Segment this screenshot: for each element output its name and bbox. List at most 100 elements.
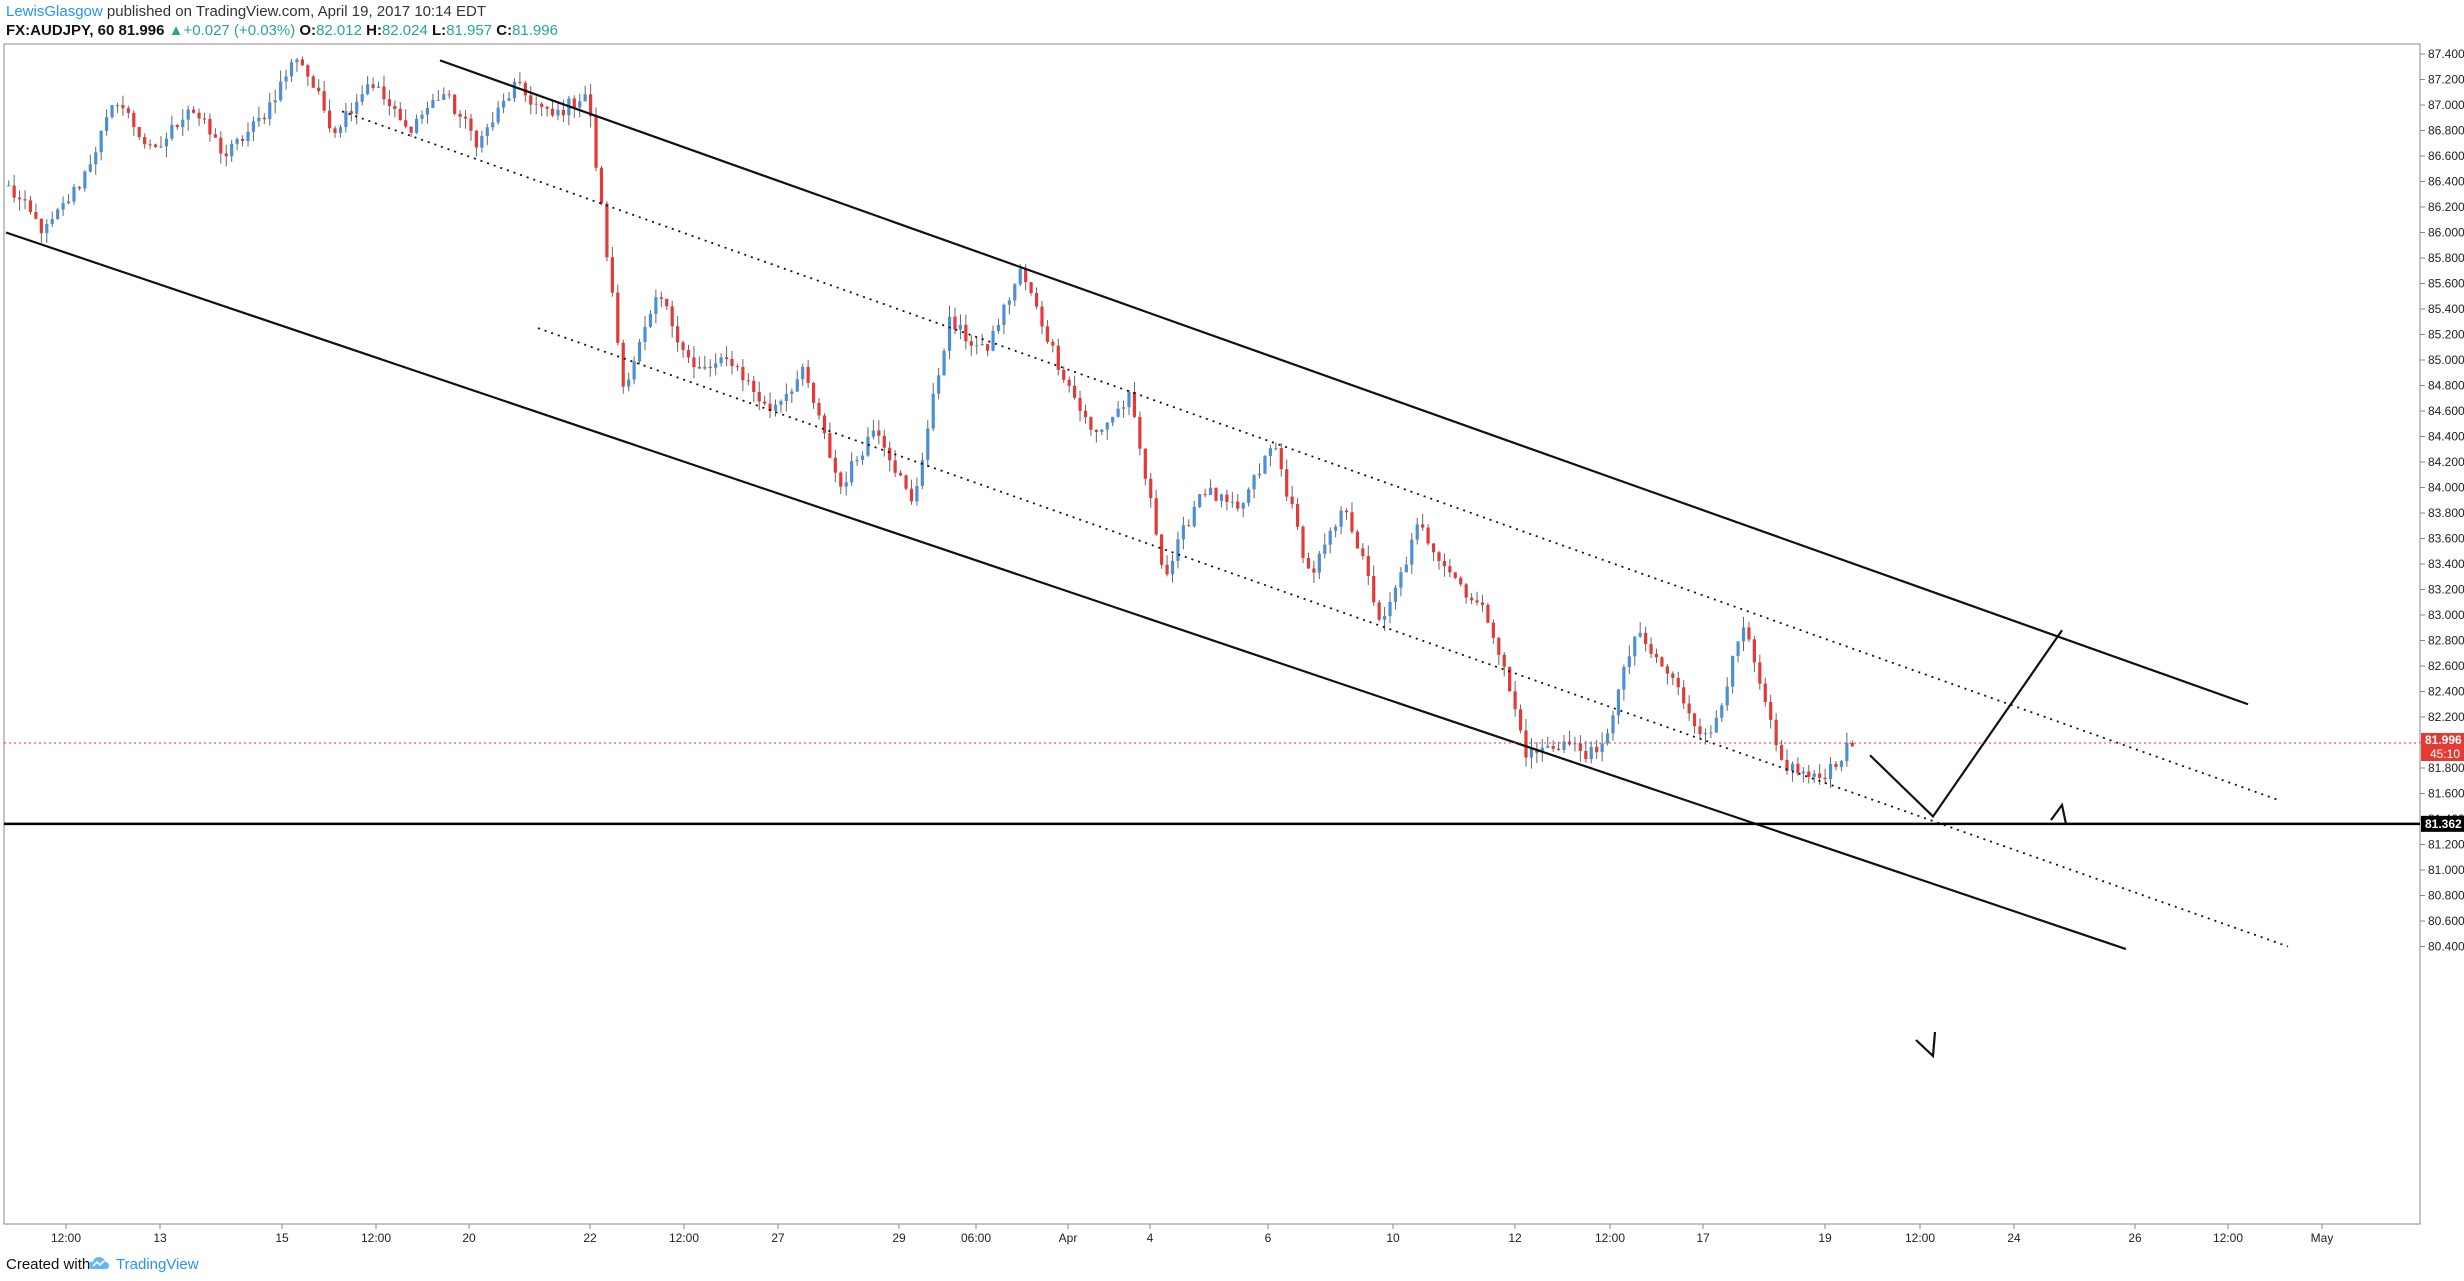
x-tick-label: 17 bbox=[1696, 1231, 1710, 1245]
y-tick-label: 84.400 bbox=[2428, 430, 2464, 444]
candle-body bbox=[871, 430, 875, 437]
candle-body bbox=[654, 297, 658, 314]
high-value: 82.024 bbox=[381, 22, 428, 39]
x-tick-label: 12:00 bbox=[669, 1231, 699, 1245]
open-value: 82.012 bbox=[316, 22, 362, 39]
candle-body bbox=[289, 62, 294, 77]
x-tick-label: 12:00 bbox=[51, 1231, 81, 1245]
candle-body bbox=[409, 126, 413, 133]
candle-body bbox=[850, 461, 854, 483]
candle-body bbox=[17, 197, 22, 200]
y-tick-label: 82.600 bbox=[2428, 659, 2464, 673]
candle-body bbox=[1785, 759, 1789, 771]
candle-body bbox=[1181, 525, 1185, 540]
candle-body bbox=[1083, 410, 1088, 418]
candle-body bbox=[1470, 597, 1474, 601]
y-tick-label: 82.800 bbox=[2428, 634, 2464, 648]
candle-body bbox=[453, 94, 457, 114]
candle-body bbox=[1850, 742, 1854, 747]
candle-body bbox=[1143, 448, 1147, 479]
candle-body bbox=[942, 350, 946, 376]
candle-body bbox=[1089, 417, 1093, 430]
candle-body bbox=[926, 428, 930, 461]
candle-body bbox=[1828, 763, 1833, 780]
candle-body bbox=[1138, 416, 1142, 449]
x-axis: 12:00 13 15 12:00 20 22 12:00 27 29 06:00 Apr 4 6 10 1… bbox=[51, 1224, 2333, 1245]
candle-body bbox=[1518, 709, 1523, 731]
candle-body bbox=[1437, 552, 1441, 561]
chart-frame bbox=[3, 43, 2421, 1225]
x-tick-label: 12:00 bbox=[2213, 1231, 2243, 1245]
candle-body bbox=[1377, 602, 1381, 620]
candle-body bbox=[681, 342, 685, 351]
x-tick-label: 19 bbox=[1818, 1231, 1832, 1245]
candle-body bbox=[279, 81, 283, 101]
candle-body bbox=[1513, 691, 1517, 710]
candle-body bbox=[56, 209, 60, 219]
candle-body bbox=[1497, 637, 1501, 655]
candle-body bbox=[235, 138, 239, 144]
candle-body bbox=[1024, 268, 1028, 283]
candle-body bbox=[1758, 662, 1762, 684]
candle-body bbox=[768, 403, 772, 411]
candle-body bbox=[1056, 345, 1060, 370]
candle-body bbox=[969, 341, 973, 346]
author-link[interactable]: LewisGlasgow bbox=[6, 3, 103, 20]
candle-body bbox=[1622, 666, 1626, 690]
candle-body bbox=[1382, 615, 1387, 620]
candle-body bbox=[1540, 747, 1544, 753]
candle-body bbox=[670, 306, 674, 327]
candle-body bbox=[1154, 498, 1158, 535]
candle-body bbox=[50, 218, 54, 224]
candle-body bbox=[1801, 771, 1805, 774]
candle-body bbox=[1644, 632, 1648, 645]
candle-body bbox=[904, 475, 908, 489]
candle-body bbox=[496, 107, 500, 123]
candle-body bbox=[1247, 489, 1251, 503]
chart-header: LewisGlasgow published on TradingView.co… bbox=[0, 0, 2464, 44]
y-tick-label: 83.400 bbox=[2428, 557, 2464, 571]
low-label: L: bbox=[432, 22, 447, 39]
candle-body bbox=[627, 379, 631, 387]
candle-body bbox=[1529, 748, 1534, 758]
candle-body bbox=[1236, 501, 1240, 509]
candle-body bbox=[1807, 771, 1811, 777]
channel-mid-upper-line bbox=[341, 110, 2279, 801]
candle-body bbox=[88, 164, 92, 172]
candle-body bbox=[1121, 407, 1126, 409]
candle-body bbox=[1252, 475, 1256, 490]
candle-body bbox=[589, 94, 593, 117]
candle-body bbox=[1034, 293, 1039, 307]
candle-body bbox=[143, 137, 147, 145]
candle-body bbox=[1111, 416, 1115, 423]
candle-body bbox=[1160, 534, 1164, 565]
candle-body bbox=[1132, 391, 1137, 417]
close-label: C: bbox=[496, 22, 513, 39]
candle-body bbox=[1616, 689, 1621, 716]
candle-body bbox=[1698, 726, 1702, 735]
y-tick-label: 83.600 bbox=[2428, 532, 2464, 546]
candle-body bbox=[284, 76, 288, 82]
candle-body bbox=[964, 324, 968, 342]
candle-body bbox=[77, 186, 82, 189]
tradingview-link[interactable]: TradingView bbox=[116, 1256, 199, 1273]
candle-body bbox=[648, 313, 653, 327]
candle-body bbox=[659, 297, 663, 299]
footer: Created with TradingView bbox=[0, 1250, 2464, 1281]
candle-body bbox=[1475, 600, 1479, 603]
candle-body bbox=[1062, 369, 1066, 380]
y-tick-label: 83.200 bbox=[2428, 583, 2464, 597]
candle-body bbox=[1573, 743, 1577, 745]
candle-body bbox=[752, 380, 756, 393]
candle-body bbox=[1013, 284, 1017, 301]
price-chart[interactable]: 87.400 87.200 87.000 86.800 86.600 86.400 86.2… bbox=[0, 0, 2464, 1250]
candle-body bbox=[333, 128, 337, 133]
candle-body bbox=[1752, 639, 1756, 663]
candle-body bbox=[621, 342, 625, 387]
candle-body bbox=[632, 361, 636, 380]
candle-body bbox=[1818, 773, 1822, 778]
up-arrow-icon: ▲ bbox=[168, 22, 184, 39]
candle-body bbox=[1361, 548, 1365, 557]
y-tick-label: 85.800 bbox=[2428, 251, 2464, 265]
candle-body bbox=[1225, 494, 1229, 502]
